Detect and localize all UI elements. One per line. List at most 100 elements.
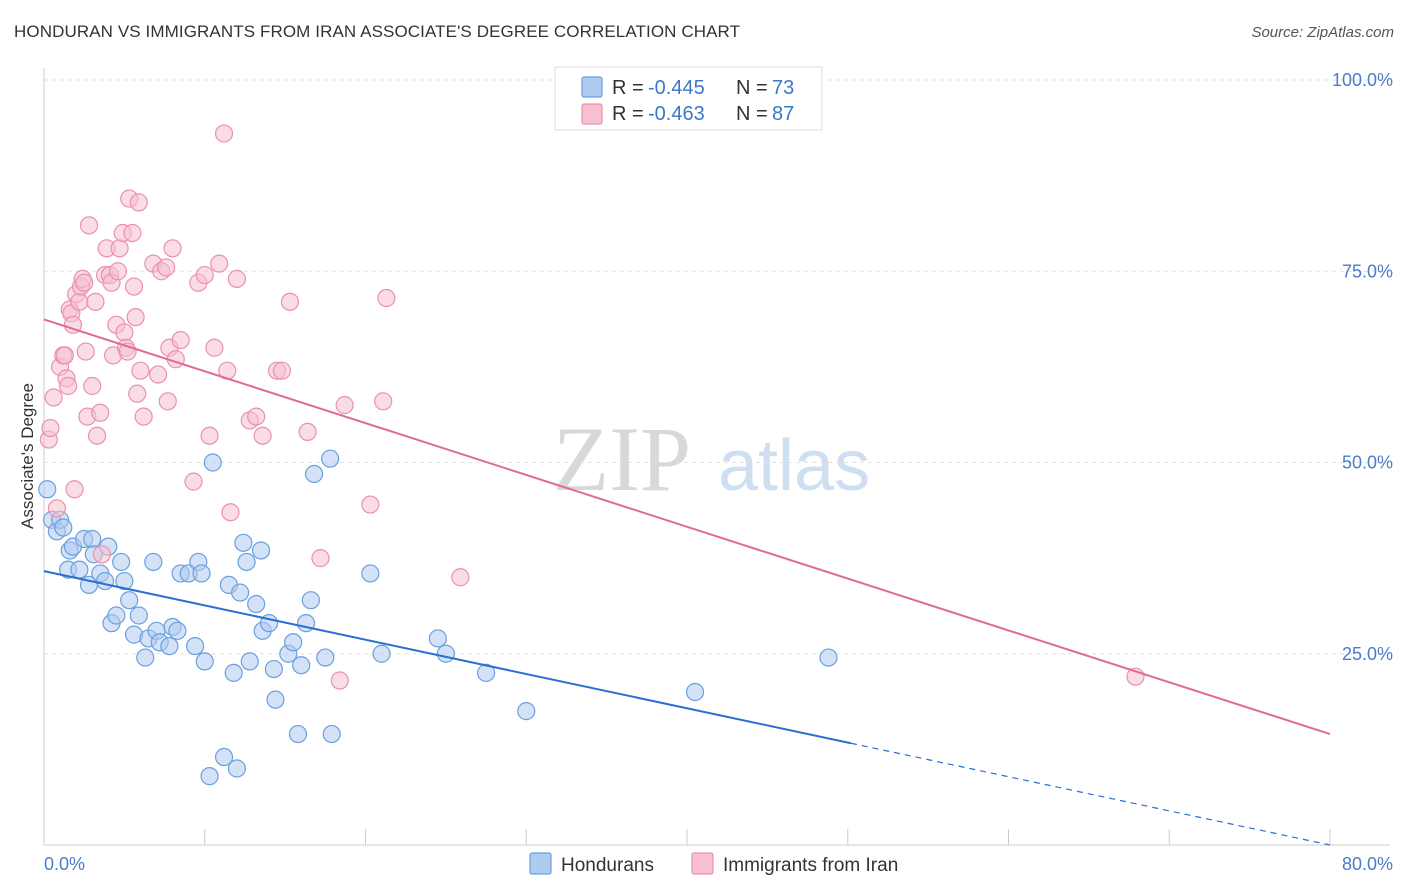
trend-line-iran [43, 318, 1331, 736]
data-point-iran [83, 376, 102, 396]
legend-n-value-2: 87 [772, 103, 794, 125]
data-point-hondurans [83, 529, 102, 549]
data-point-iran [227, 269, 246, 288]
data-point-iran [91, 403, 110, 422]
trend-lines [43, 318, 1331, 846]
bottom-legend-swatch-iran [691, 852, 714, 875]
data-point-hondurans [372, 644, 391, 663]
data-point-hondurans [301, 591, 320, 610]
data-point-iran [195, 265, 214, 285]
data-point-iran [41, 418, 60, 438]
data-point-hondurans [115, 571, 134, 591]
data-point-iran [247, 407, 266, 426]
data-point-iran [200, 426, 219, 445]
data-point-hondurans [224, 663, 243, 682]
y-tick-label: 50.0% [1342, 453, 1393, 473]
series-hondurans-points [38, 449, 838, 786]
data-point-iran [92, 545, 111, 564]
data-point-iran [115, 323, 134, 342]
data-point-hondurans [95, 571, 115, 591]
y-tick-label: 25.0% [1342, 644, 1393, 664]
data-point-iran [210, 254, 229, 273]
data-point-hondurans [284, 633, 303, 652]
data-point-hondurans [321, 449, 340, 468]
data-point-iran [158, 392, 177, 411]
top-legend: R = -0.445 N = 73 R = -0.463 N = 87 [554, 66, 823, 131]
data-point-iran [59, 376, 78, 396]
data-point-iran [377, 288, 396, 308]
y-tick-label: 75.0% [1342, 261, 1393, 281]
bottom-legend-label-iran: Immigrants from Iran [723, 855, 898, 876]
watermark-atlas: atlas [718, 426, 870, 506]
data-point-hondurans [203, 453, 222, 472]
data-point-iran [75, 273, 94, 292]
data-point-hondurans [227, 759, 246, 778]
y-tick-labels: 25.0% 50.0% 75.0% 100.0% [1332, 70, 1393, 664]
data-point-iran [126, 308, 145, 327]
data-point-iran [124, 277, 144, 296]
legend-r-label-1: R = [612, 77, 644, 99]
data-point-hondurans [240, 652, 259, 671]
bottom-legend-label-hondurans: Hondurans [561, 855, 654, 876]
data-point-iran [131, 361, 150, 380]
bottom-legend: Hondurans Immigrants from Iran [529, 852, 898, 876]
data-point-iran [374, 392, 393, 411]
data-point-hondurans [428, 629, 447, 648]
data-point-hondurans [160, 636, 179, 656]
data-point-hondurans [247, 594, 266, 614]
data-point-hondurans [38, 480, 57, 499]
data-point-iran [335, 396, 354, 415]
data-point-hondurans [237, 552, 256, 572]
data-point-hondurans [266, 690, 285, 709]
data-point-hondurans [476, 663, 496, 682]
data-point-iran [110, 239, 129, 258]
legend-swatch-iran [581, 103, 603, 125]
data-point-iran [311, 549, 330, 568]
data-point-iran [55, 346, 74, 365]
data-point-hondurans [292, 656, 311, 675]
data-point-hondurans [144, 552, 163, 572]
data-point-iran [70, 292, 89, 311]
data-point-hondurans [234, 533, 253, 552]
data-point-hondurans [819, 648, 838, 667]
data-point-iran [171, 331, 190, 350]
data-point-hondurans [192, 564, 211, 583]
data-point-iran [163, 239, 182, 258]
data-point-hondurans [70, 560, 89, 579]
y-tick-label: 100.0% [1332, 70, 1393, 90]
data-point-iran [253, 426, 272, 445]
x-tick-marks [43, 829, 1331, 845]
data-point-hondurans [136, 648, 155, 667]
data-point-iran [330, 671, 349, 690]
data-point-iran [184, 472, 203, 491]
data-point-iran [157, 258, 176, 277]
data-point-iran [76, 342, 95, 361]
data-point-iran [205, 338, 224, 357]
data-point-hondurans [322, 724, 341, 744]
data-point-hondurans [304, 464, 324, 484]
watermark-zip: ZIP [553, 408, 691, 510]
y-axis-label: Associate's Degree [18, 383, 37, 529]
legend-n-label-1: N = [736, 77, 768, 99]
data-point-hondurans [112, 552, 131, 572]
data-point-hondurans [200, 767, 219, 786]
data-point-iran [79, 216, 99, 235]
series-iran-points [39, 124, 1145, 690]
data-point-hondurans [54, 518, 73, 537]
data-point-hondurans [685, 682, 705, 702]
legend-n-label-2: N = [736, 103, 768, 125]
legend-swatch-hondurans [581, 76, 603, 98]
data-point-iran [221, 503, 240, 522]
data-point-iran [108, 262, 128, 281]
data-point-hondurans [186, 636, 205, 656]
data-point-hondurans [231, 583, 250, 602]
legend-r-value-1: -0.445 [648, 77, 705, 99]
trend-line-hondurans-extension [850, 742, 1331, 846]
data-point-iran [134, 407, 153, 426]
data-point-iran [272, 361, 292, 380]
axes [43, 68, 1390, 846]
chart-title: HONDURAN VS IMMIGRANTS FROM IRAN ASSOCIA… [14, 22, 741, 41]
data-point-iran [63, 315, 83, 334]
data-point-iran [128, 384, 147, 403]
data-point-iran [214, 124, 234, 143]
